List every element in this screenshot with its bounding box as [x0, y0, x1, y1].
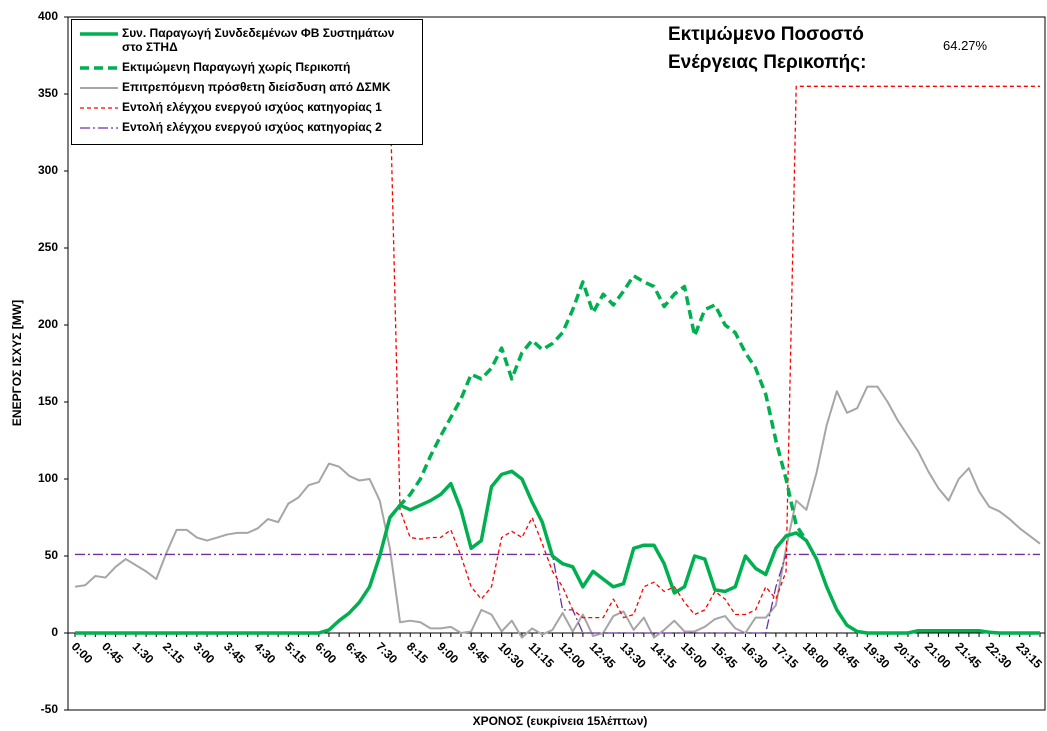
x-tick-label: 21:00 — [922, 639, 954, 671]
legend-label: Εντολή ελέγχου ενεργού ισχύος κατηγορίας… — [122, 120, 382, 134]
legend-label: Συν. Παραγωγή Συνδεδεμένων ΦΒ Συστημάτων… — [122, 26, 395, 54]
x-tick-label: 18:00 — [800, 639, 832, 671]
y-tick-label: 350 — [38, 86, 58, 100]
legend-entry: Συν. Παραγωγή Συνδεδεμένων ΦΒ Συστημάτων… — [76, 26, 418, 54]
legend-swatch — [80, 66, 118, 70]
annotation-line: Ενέργειας Περικοπής: — [668, 52, 866, 73]
x-tick-label: 1:30 — [130, 639, 157, 666]
x-tick-label: 15:45 — [709, 639, 741, 671]
x-tick-label: 11:15 — [526, 639, 557, 670]
y-tick-label: 400 — [38, 9, 58, 23]
x-axis-label: ΧΡΟΝΟΣ (ευκρίνεια 15λέπτων) — [473, 714, 648, 728]
x-tick-label: 21:45 — [952, 639, 984, 671]
series-line — [74, 385, 1041, 639]
x-tick-label: 15:00 — [678, 639, 710, 671]
legend-swatch — [80, 127, 118, 129]
y-tick-label: 200 — [38, 317, 58, 331]
x-tick-label: 2:15 — [160, 639, 187, 666]
x-tick-label: 6:45 — [343, 639, 370, 666]
x-tick-label: 0:45 — [99, 639, 126, 666]
x-tick-label: 16:30 — [739, 639, 771, 671]
x-tick-label: 3:00 — [191, 639, 218, 666]
series-group — [74, 85, 1041, 639]
y-tick-label: 250 — [38, 240, 58, 254]
x-tick-label: 10:30 — [495, 639, 527, 671]
legend-label: Εντολή ελέγχου ενεργού ισχύος κατηγορίας… — [122, 100, 382, 114]
legend-label: Εκτιμώμενη Παραγωγή χωρίς Περικοπή — [122, 60, 351, 74]
x-tick-label: 5:15 — [282, 639, 309, 666]
x-tick-label: 23:15 — [1013, 639, 1045, 671]
series-line — [75, 553, 1040, 634]
annotation-line: Εκτιμώμενο Ποσοστό — [668, 24, 864, 45]
y-tick-label: 300 — [38, 163, 58, 177]
x-tick-label: 19:30 — [861, 639, 893, 671]
legend-label: Επιτρεπόμενη πρόσθετη διείσδυση από ΔΣΜΚ — [122, 80, 391, 94]
x-tick-label: 12:00 — [556, 639, 588, 671]
series-line — [75, 469, 1040, 635]
plot-area — [67, 16, 1046, 711]
legend-entry: Εκτιμώμενη Παραγωγή χωρίς Περικοπή — [76, 60, 418, 74]
series-line — [388, 273, 808, 542]
x-tick-label: 7:30 — [373, 639, 400, 666]
x-tick-label: 6:00 — [312, 639, 339, 666]
series-line — [389, 85, 1040, 619]
x-tick-label: 8:15 — [404, 639, 431, 666]
y-tick-label: 150 — [38, 394, 58, 408]
legend-entry: Επιτρεπόμενη πρόσθετη διείσδυση από ΔΣΜΚ — [76, 80, 418, 94]
legend-entry: Εντολή ελέγχου ενεργού ισχύος κατηγορίας… — [76, 120, 418, 134]
annotation-value: 64.27% — [943, 38, 988, 53]
x-tick-label: 13:30 — [617, 639, 649, 671]
legend-swatch — [80, 32, 118, 36]
y-tick-label: 0 — [51, 625, 58, 639]
x-tick-label: 0:00 — [69, 639, 96, 666]
x-tick-label: 12:45 — [587, 639, 619, 671]
y-axis-label: ΕΝΕΡΓΟΣ ΙΣΧΥΣ [MW] — [10, 300, 24, 426]
legend: Συν. Παραγωγή Συνδεδεμένων ΦΒ Συστημάτων… — [71, 19, 423, 145]
y-tick-label: -50 — [41, 702, 59, 716]
x-tick-label: 17:15 — [770, 639, 802, 671]
x-tick-label: 3:45 — [221, 639, 248, 666]
x-tick-label: 18:45 — [830, 639, 862, 671]
legend-swatch — [80, 107, 118, 109]
legend-entry: Εντολή ελέγχου ενεργού ισχύος κατηγορίας… — [76, 100, 418, 114]
x-tick-label: 9:00 — [434, 639, 461, 666]
x-tick-label: 20:15 — [891, 639, 923, 671]
x-tick-label: 14:15 — [648, 639, 680, 671]
x-tick-label: 22:30 — [983, 639, 1015, 671]
legend-swatch — [80, 87, 118, 89]
x-tick-label: 4:30 — [251, 639, 278, 666]
y-tick-label: 100 — [38, 471, 58, 485]
y-tick-label: 50 — [45, 548, 59, 562]
x-tick-label: 9:45 — [465, 639, 492, 666]
